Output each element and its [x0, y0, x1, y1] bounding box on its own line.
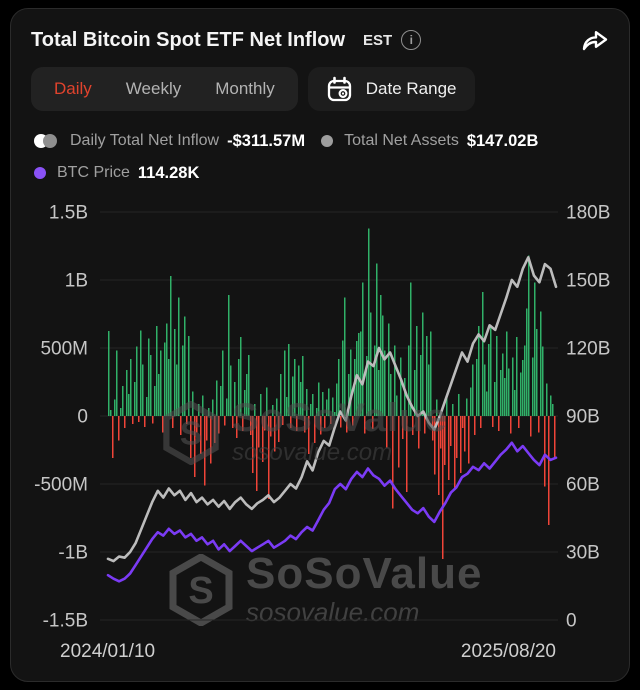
svg-text:0: 0 — [77, 407, 88, 428]
legend-row-1: Daily Total Net Inflow -$311.57M Total N… — [34, 130, 538, 152]
chart-canvas[interactable]: 1.5B 180B 1B 150B 500M 120B 0 90B -500M 60B -1B 30B… — [0, 195, 640, 675]
watermark-brand: SoSoValue — [232, 396, 448, 440]
svg-text:-500M: -500M — [34, 475, 88, 496]
svg-text:S: S — [188, 570, 213, 612]
watermark-middle: S SoSoValue sosovalue.com — [162, 398, 448, 468]
interval-tabs: Daily Weekly Monthly — [31, 67, 298, 111]
tab-daily[interactable]: Daily — [54, 79, 92, 98]
bar-series-toggle-icon[interactable] — [34, 134, 59, 148]
svg-text:0: 0 — [566, 611, 577, 632]
legend-label-net-assets[interactable]: Total Net Assets — [344, 132, 459, 149]
legend-row-2: BTC Price 114.28K — [34, 162, 199, 184]
info-icon[interactable]: i — [401, 30, 422, 50]
watermark-brand: SoSoValue — [246, 549, 483, 598]
toolbar: Daily Weekly Monthly Date Range — [31, 67, 475, 111]
timezone-badge: EST — [363, 31, 393, 49]
net-assets-dot-icon[interactable] — [321, 135, 334, 147]
svg-text:30B: 30B — [566, 543, 600, 564]
svg-text:120B: 120B — [566, 339, 610, 360]
legend-label-btc-price[interactable]: BTC Price — [57, 164, 130, 181]
watermark-bottom: S SoSoValue sosovalue.com — [168, 552, 482, 629]
svg-text:150B: 150B — [566, 271, 610, 292]
btc-price-dot-icon[interactable] — [34, 167, 46, 179]
legend-label-net-inflow[interactable]: Daily Total Net Inflow — [70, 132, 220, 149]
svg-text:2024/01/10: 2024/01/10 — [60, 641, 155, 662]
date-range-button[interactable]: Date Range — [307, 67, 475, 111]
svg-text:90B: 90B — [566, 407, 600, 428]
watermark-domain: sosovalue.com — [246, 597, 420, 627]
page-title: Total Bitcoin Spot ETF Net Inflow — [31, 28, 346, 51]
legend-value-net-assets: $147.02B — [466, 131, 539, 150]
svg-text:500M: 500M — [40, 339, 88, 360]
svg-text:1.5B: 1.5B — [49, 203, 88, 224]
sosovalue-logo-icon: S — [169, 554, 233, 627]
watermark-domain: sosovalue.com — [232, 439, 393, 466]
legend-value-net-inflow: -$311.57M — [227, 131, 306, 150]
svg-text:-1.5B: -1.5B — [43, 611, 88, 632]
svg-text:2025/08/20: 2025/08/20 — [461, 641, 556, 662]
sosovalue-logo-icon: S — [163, 401, 219, 465]
svg-text:1B: 1B — [65, 271, 88, 292]
svg-text:S: S — [180, 415, 202, 452]
tab-weekly[interactable]: Weekly — [125, 79, 182, 98]
date-range-label: Date Range — [365, 79, 457, 98]
svg-text:180B: 180B — [566, 203, 610, 224]
svg-text:60B: 60B — [566, 475, 600, 496]
tab-monthly[interactable]: Monthly — [215, 79, 275, 98]
header: Total Bitcoin Spot ETF Net Inflow EST i — [31, 23, 611, 57]
share-icon[interactable] — [579, 25, 611, 55]
svg-text:-1B: -1B — [58, 543, 88, 564]
calendar-icon — [326, 76, 353, 103]
legend-value-btc-price: 114.28K — [137, 163, 200, 182]
